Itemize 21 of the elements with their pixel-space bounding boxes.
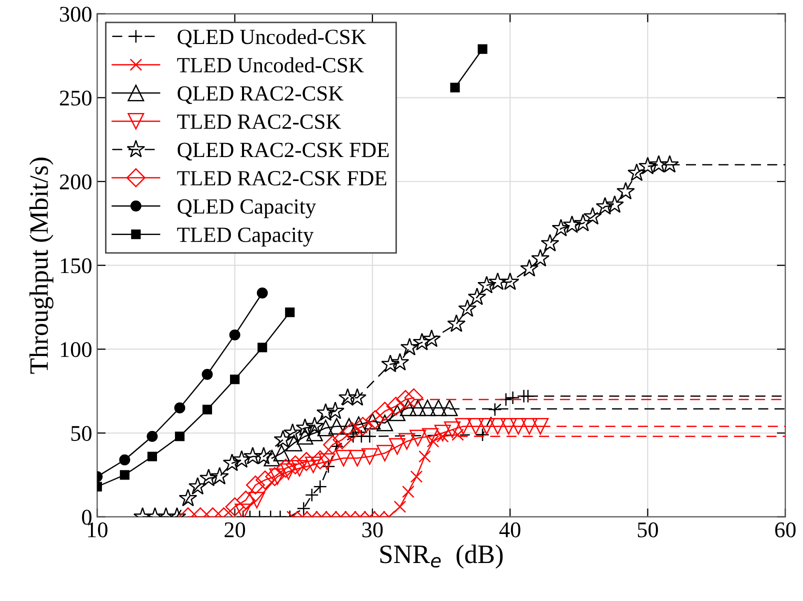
legend-label: TLED Capacity xyxy=(177,228,314,247)
y-tick-label: 150 xyxy=(60,258,92,274)
y-tick-label: 50 xyxy=(71,426,92,441)
x-axis-title: SNR$_{e}$ (dB) xyxy=(380,544,503,569)
legend-label: QLED RAC2-CSK FDE xyxy=(178,142,389,161)
x-tick-label: 50 xyxy=(638,522,658,538)
legend-label: QLED Uncoded-CSK xyxy=(178,29,366,48)
x-tick-label: 60 xyxy=(775,522,796,538)
x-tick-label: 20 xyxy=(224,522,246,538)
y-axis-title: Throughput (Mbit/s) xyxy=(29,158,54,374)
y-tick-label: 250 xyxy=(60,90,92,106)
legend-label: TLED RAC2-CSK FDE xyxy=(177,171,386,186)
legend-label: QLED RAC2-CSK xyxy=(178,86,344,104)
y-tick-label: 100 xyxy=(60,342,92,358)
legend-label: TLED RAC2-CSK xyxy=(177,114,342,129)
x-tick-label: 40 xyxy=(499,522,520,538)
x-tick-label: 30 xyxy=(362,522,383,538)
legend-label: TLED Uncoded-CSK xyxy=(177,57,364,72)
legend-label: QLED Capacity xyxy=(178,199,316,218)
y-tick-label: 200 xyxy=(60,174,92,190)
y-tick-label: 300 xyxy=(60,6,92,22)
